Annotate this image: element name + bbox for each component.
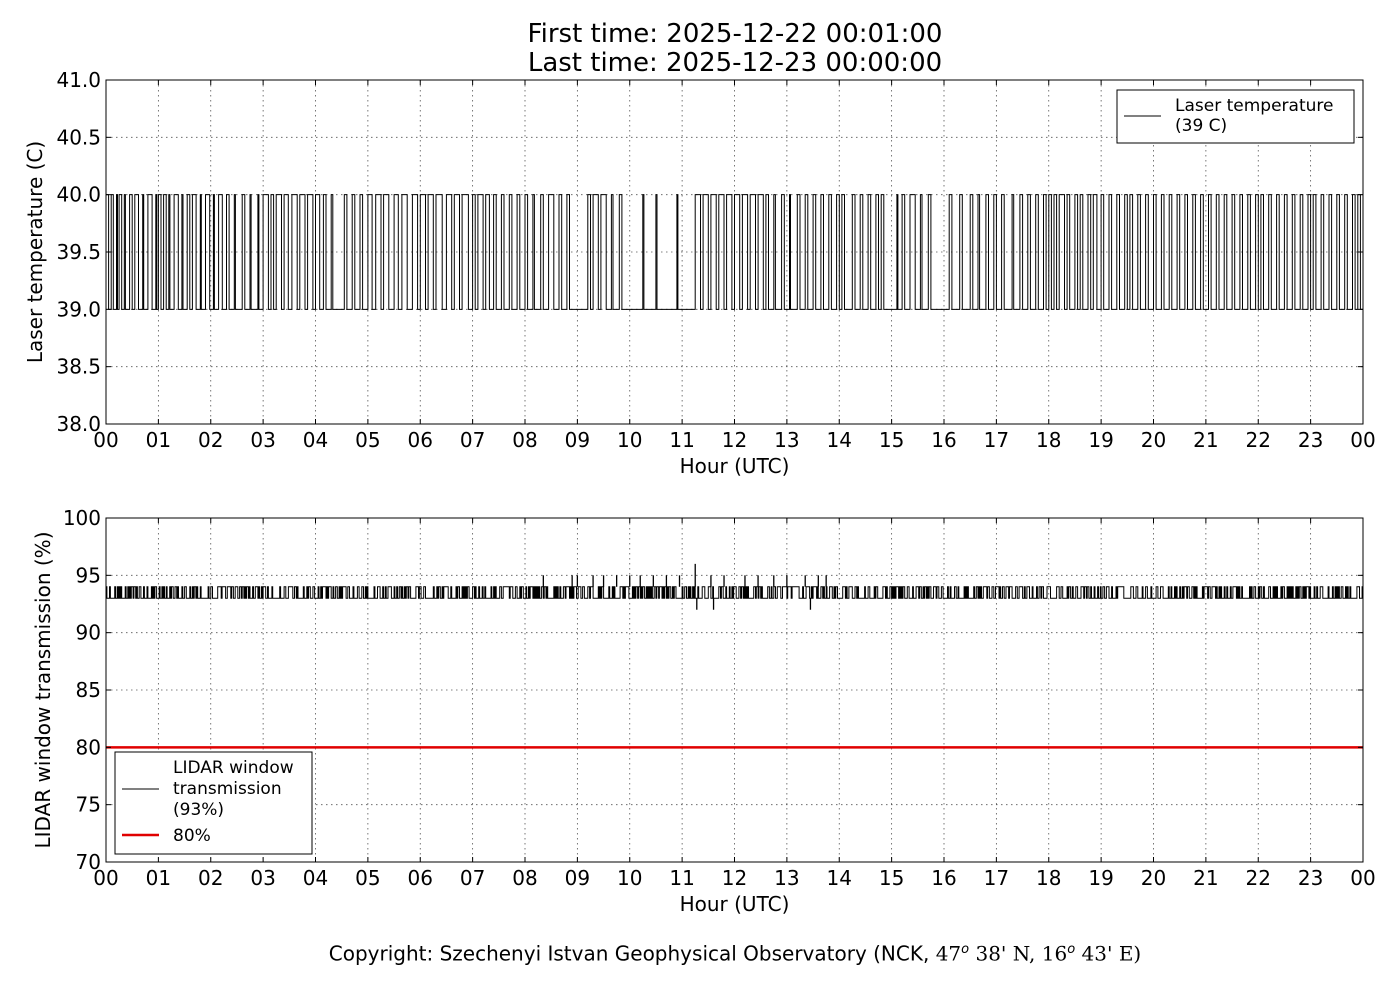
x-tick-label: 02: [198, 866, 223, 890]
x-tick-label: 20: [1141, 428, 1166, 452]
x-tick-label: 00: [93, 866, 118, 890]
x-tick-label: 12: [722, 428, 747, 452]
x-tick-label: 17: [984, 866, 1009, 890]
x-tick-label: 14: [827, 866, 852, 890]
x-tick-label: 16: [931, 866, 956, 890]
chart-title-first-time: First time: 2025-12-22 00:01:00: [527, 19, 943, 49]
x-tick-label: 18: [1036, 428, 1061, 452]
x-tick-label: 23: [1298, 428, 1323, 452]
longitude-degrees: 16: [1041, 941, 1068, 966]
y-tick-label: 75: [76, 793, 101, 817]
x-tick-label: 12: [722, 866, 747, 890]
latitude-degree-mark: o: [961, 942, 970, 957]
y-tick-label: 100: [63, 506, 101, 530]
x-tick-label: 13: [774, 428, 799, 452]
legend-label-laser: (39 C): [1175, 116, 1227, 136]
y-tick-label: 90: [76, 621, 101, 645]
y-tick-label: 95: [76, 563, 101, 587]
x-tick-label: 03: [250, 428, 275, 452]
x-tick-label: 00: [1350, 428, 1375, 452]
x-tick-label: 20: [1141, 866, 1166, 890]
x-tick-label: 19: [1088, 866, 1113, 890]
y-axis-label: Laser temperature (C): [23, 141, 47, 363]
legend-label-laser: Laser temperature: [1175, 96, 1333, 116]
x-tick-label: 04: [303, 866, 328, 890]
y-tick-label: 40.5: [56, 125, 101, 149]
x-tick-label: 04: [303, 428, 328, 452]
latitude-minutes: 38' N,: [969, 941, 1042, 966]
longitude-minutes: 43' E): [1075, 941, 1142, 966]
y-tick-label: 41.0: [56, 68, 101, 92]
y-tick-label: 39.5: [56, 240, 101, 264]
x-tick-label: 00: [93, 428, 118, 452]
x-axis-label: Hour (UTC): [680, 454, 790, 478]
latitude-degrees: 47: [935, 941, 962, 966]
y-tick-label: 40.0: [56, 183, 101, 207]
longitude-degree-mark: o: [1067, 942, 1076, 957]
x-tick-label: 18: [1036, 866, 1061, 890]
x-tick-label: 19: [1088, 428, 1113, 452]
x-tick-label: 22: [1246, 866, 1271, 890]
y-axis-label: LIDAR window transmission (%): [31, 532, 55, 849]
x-tick-label: 06: [408, 428, 433, 452]
chart-title-last-time: Last time: 2025-12-23 00:00:00: [527, 48, 943, 78]
copyright-footer: Copyright: Szechenyi Istvan Geophysical …: [0, 936, 1400, 968]
x-tick-label: 09: [565, 428, 590, 452]
x-tick-label: 21: [1193, 866, 1218, 890]
x-tick-label: 09: [565, 866, 590, 890]
x-tick-label: 14: [827, 428, 852, 452]
x-tick-label: 15: [879, 866, 904, 890]
y-tick-label: 85: [76, 678, 101, 702]
x-tick-label: 08: [512, 866, 537, 890]
legend-label-lidar: LIDAR window: [173, 758, 294, 778]
footer-text: Copyright: Szechenyi Istvan Geophysical …: [328, 941, 936, 966]
x-tick-label: 10: [617, 866, 642, 890]
x-tick-label: 13: [774, 866, 799, 890]
x-tick-label: 05: [355, 866, 380, 890]
x-tick-label: 01: [146, 428, 171, 452]
x-axis-label: Hour (UTC): [680, 892, 790, 916]
x-tick-label: 21: [1193, 428, 1218, 452]
x-tick-label: 10: [617, 428, 642, 452]
x-tick-label: 03: [250, 866, 275, 890]
x-tick-label: 16: [931, 428, 956, 452]
y-tick-label: 38.0: [56, 412, 101, 436]
y-tick-label: 39.0: [56, 297, 101, 321]
x-tick-label: 00: [1350, 866, 1375, 890]
legend-label-lidar: (93%): [173, 800, 224, 820]
x-tick-label: 17: [984, 428, 1009, 452]
x-tick-label: 07: [460, 866, 485, 890]
legend-box: [114, 751, 313, 855]
x-tick-label: 01: [146, 866, 171, 890]
x-tick-label: 06: [408, 866, 433, 890]
legend-label-threshold: 80%: [173, 826, 211, 846]
x-tick-label: 07: [460, 428, 485, 452]
legend-label-lidar: transmission: [173, 779, 282, 799]
y-tick-label: 80: [76, 735, 101, 759]
x-tick-label: 11: [669, 866, 694, 890]
y-tick-label: 70: [76, 850, 101, 874]
x-tick-label: 02: [198, 428, 223, 452]
x-tick-label: 22: [1246, 428, 1271, 452]
series-lidar-window-transmission: [105, 586, 1363, 599]
x-tick-label: 08: [512, 428, 537, 452]
series-laser-temperature: [105, 194, 1363, 310]
x-tick-label: 15: [879, 428, 904, 452]
x-tick-label: 05: [355, 428, 380, 452]
x-tick-label: 11: [669, 428, 694, 452]
x-tick-label: 23: [1298, 866, 1323, 890]
y-tick-label: 38.5: [56, 355, 101, 379]
